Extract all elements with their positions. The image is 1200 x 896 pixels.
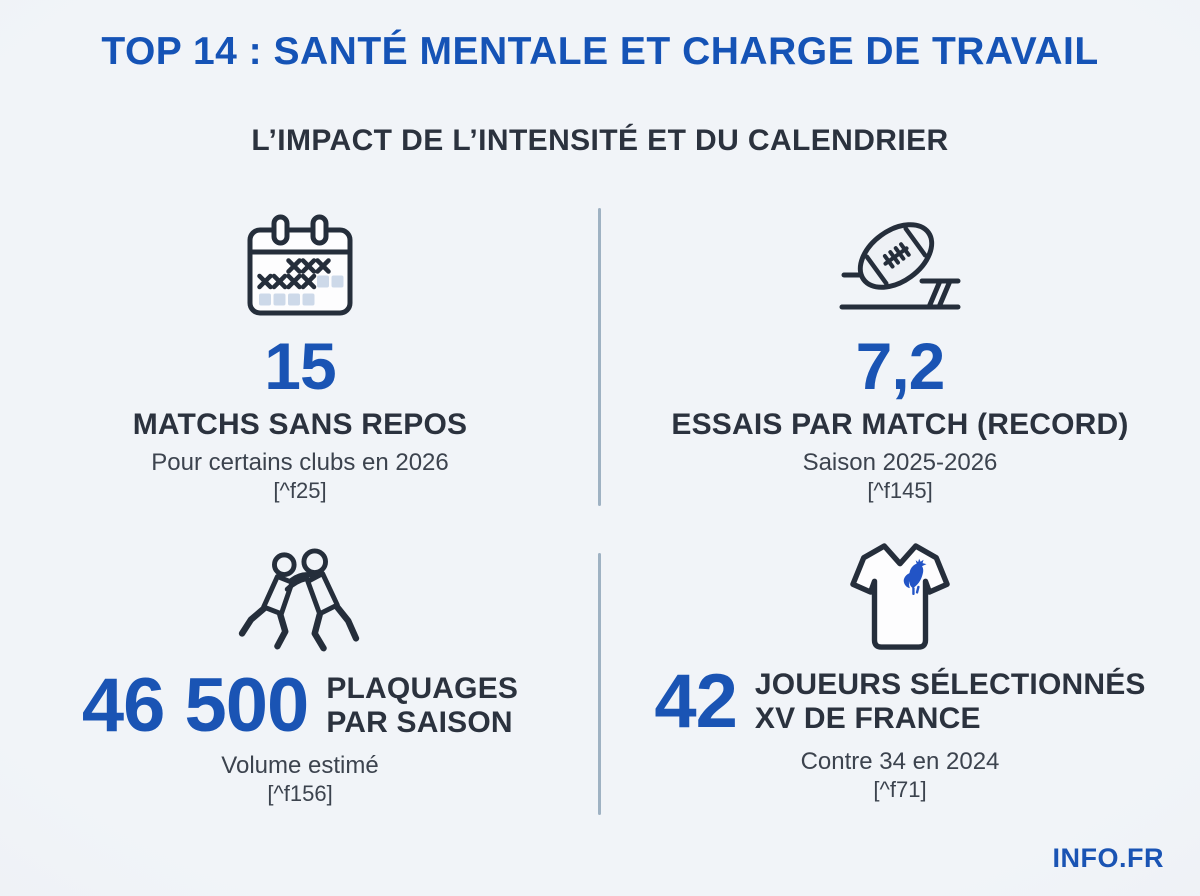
stat-detail: Pour certains clubs en 2026 — [151, 448, 449, 476]
brand-logo: INFO.FR — [1052, 843, 1164, 873]
stat-value: 7,2 — [855, 329, 946, 403]
stat-value: 42 — [654, 659, 738, 744]
stat-detail: Volume estimé — [221, 752, 379, 779]
page-subtitle: L’IMPACT DE L’INTENSITÉ ET DU CALENDRIER — [251, 124, 949, 157]
stat-detail: Saison 2025-2026 — [802, 448, 998, 476]
stat-value: 15 — [264, 329, 336, 403]
vertical-divider-bottom — [598, 553, 601, 815]
stat-card-plaquages: 46 500 PLAQUAGES PAR SAISON Volume estim… — [30, 548, 570, 807]
stat-card-essais-par-match: 7,2 ESSAIS PAR MATCH (RECORD) Saison 202… — [630, 207, 1170, 503]
vertical-divider-top — [598, 208, 601, 506]
stat-label: MATCHS SANS REPOS — [132, 408, 468, 441]
stat-label-line1: PLAQUAGES — [326, 672, 519, 706]
stat-row: 46 500 PLAQUAGES PAR SAISON — [30, 668, 570, 744]
stat-label: PLAQUAGES PAR SAISON — [326, 672, 518, 739]
stat-card-matchs-sans-repos: 15 MATCHS SANS REPOS Pour certains clubs… — [30, 207, 570, 503]
stat-footnote: [^f156] — [267, 781, 333, 807]
stat-card-joueurs-selectionnes: 42 JOUEURS SÉLECTIONNÉS XV DE FRANCE Con… — [630, 543, 1170, 803]
stat-label-line2: PAR SAISON — [326, 706, 513, 739]
stat-label-line1: JOUEURS SÉLECTIONNÉS — [754, 668, 1146, 702]
stat-footnote: [^f25] — [273, 477, 327, 503]
rooster-emblem — [903, 558, 927, 596]
stat-row: 42 JOUEURS SÉLECTIONNÉS XV DE FRANCE — [630, 664, 1170, 740]
tackle-icon — [30, 548, 570, 660]
stat-label: ESSAIS PAR MATCH (RECORD) — [671, 408, 1129, 441]
calendar-icon — [30, 207, 570, 319]
stat-detail: Contre 34 en 2024 — [800, 748, 1000, 775]
stat-footnote: [^f145] — [867, 477, 933, 503]
stat-label: JOUEURS SÉLECTIONNÉS XV DE FRANCE — [755, 668, 1146, 735]
jersey-icon — [630, 543, 1170, 656]
stat-footnote: [^f71] — [873, 777, 927, 803]
stat-value: 46 500 — [81, 663, 309, 748]
rugby-ball-icon — [630, 207, 1170, 319]
page-title: TOP 14 : SANTÉ MENTALE ET CHARGE DE TRAV… — [101, 30, 1099, 73]
stat-label-line2: XV DE FRANCE — [754, 702, 981, 735]
